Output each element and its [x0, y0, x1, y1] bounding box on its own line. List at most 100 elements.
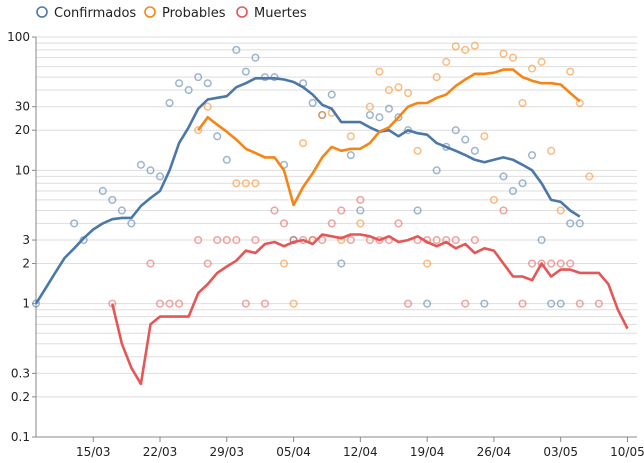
data-point-muertes: [470, 236, 479, 245]
x-tick-label: 03/05: [543, 445, 578, 459]
legend-item-muertes[interactable]: Muertes: [236, 6, 307, 21]
data-point-probables: [203, 102, 212, 111]
legend-label-confirmados: Confirmados: [54, 6, 136, 21]
data-point-confirmados: [480, 299, 489, 308]
data-point-muertes: [346, 236, 355, 245]
data-point-confirmados: [213, 132, 222, 141]
data-point-muertes: [222, 236, 231, 245]
series-layer: [31, 41, 629, 386]
data-point-confirmados: [451, 126, 460, 135]
data-point-muertes: [203, 259, 212, 268]
data-point-confirmados: [499, 172, 508, 181]
data-point-confirmados: [108, 195, 117, 204]
legend-marker-probables: [144, 6, 156, 18]
data-point-probables: [585, 172, 594, 181]
data-point-confirmados: [432, 166, 441, 175]
x-tick-label: 05/04: [276, 445, 311, 459]
data-point-muertes: [241, 299, 250, 308]
data-point-probables: [451, 42, 460, 51]
data-point-muertes: [556, 259, 565, 268]
trend-line-muertes: [111, 233, 629, 386]
data-point-confirmados: [547, 299, 556, 308]
data-point-confirmados: [337, 259, 346, 268]
data-point-probables: [432, 73, 441, 82]
data-point-confirmados: [146, 166, 155, 175]
legend-label-probables: Probables: [162, 6, 226, 21]
data-point-muertes: [575, 299, 584, 308]
data-point-muertes: [518, 299, 527, 308]
series-muertes: [108, 195, 603, 308]
data-point-confirmados: [365, 110, 374, 120]
data-point-probables: [232, 179, 241, 188]
data-point-muertes: [356, 195, 365, 204]
data-point-confirmados: [537, 236, 546, 245]
data-point-confirmados: [194, 73, 203, 82]
data-point-confirmados: [413, 206, 422, 215]
data-point-confirmados: [423, 299, 432, 308]
data-point-muertes: [547, 259, 556, 268]
x-tick-label: 12/04: [343, 445, 378, 459]
data-point-confirmados: [203, 79, 212, 88]
legend: Confirmados Probables Muertes: [36, 6, 307, 21]
legend-item-probables[interactable]: Probables: [144, 6, 226, 21]
data-point-probables: [241, 179, 250, 188]
data-point-probables: [337, 236, 346, 245]
data-point-confirmados: [136, 160, 145, 169]
y-tick-label: 100: [7, 30, 30, 44]
data-point-muertes: [499, 206, 508, 215]
data-point-probables: [461, 45, 470, 54]
data-point-probables: [528, 64, 537, 73]
data-point-confirmados: [461, 135, 470, 144]
data-point-muertes: [327, 219, 336, 228]
data-point-probables: [556, 206, 565, 215]
legend-marker-confirmados: [36, 6, 48, 18]
legend-label-muertes: Muertes: [254, 6, 307, 21]
series-confirmados: [31, 45, 584, 308]
data-point-probables: [499, 49, 508, 58]
data-point-probables: [442, 57, 451, 66]
trend-line-confirmados: [34, 77, 581, 305]
data-point-probables: [299, 139, 308, 148]
data-point-confirmados: [222, 155, 231, 164]
data-point-confirmados: [356, 206, 365, 215]
data-point-confirmados: [98, 186, 107, 196]
y-tick-label: 0.1: [11, 430, 30, 444]
y-tick-label: 1: [22, 297, 30, 311]
data-point-probables: [566, 67, 575, 76]
data-point-muertes: [537, 259, 546, 268]
data-point-confirmados: [165, 98, 174, 108]
data-point-confirmados: [470, 146, 479, 155]
data-point-muertes: [251, 236, 260, 245]
data-point-probables: [251, 179, 260, 188]
data-point-muertes: [403, 299, 413, 308]
x-tick-label: 15/03: [76, 445, 111, 459]
data-point-probables: [365, 102, 374, 111]
data-point-confirmados: [175, 79, 184, 88]
data-point-probables: [423, 259, 432, 268]
data-point-confirmados: [556, 299, 565, 308]
data-point-muertes: [594, 299, 603, 308]
data-point-muertes: [566, 259, 575, 268]
data-point-confirmados: [327, 90, 336, 99]
data-point-muertes: [270, 206, 279, 215]
data-point-probables: [547, 146, 556, 155]
data-point-confirmados: [70, 219, 79, 228]
axes: 0.1 0.2 0.3 1 2 3 10 20 30 100 15/03 22/03 29/03 05/0…: [7, 30, 644, 459]
data-point-probables: [489, 195, 498, 204]
data-point-probables: [375, 67, 384, 76]
data-point-confirmados: [155, 172, 165, 181]
data-point-probables: [384, 86, 394, 95]
data-point-muertes: [213, 236, 222, 245]
data-point-confirmados: [251, 53, 260, 62]
y-tick-label: 2: [22, 257, 30, 271]
data-point-confirmados: [31, 299, 41, 308]
data-point-confirmados: [241, 67, 250, 76]
y-tick-label: 0.3: [11, 366, 30, 380]
data-point-muertes: [165, 299, 174, 308]
data-point-confirmados: [308, 98, 317, 108]
data-point-muertes: [232, 236, 241, 245]
x-tick-label: 10/05: [610, 445, 644, 459]
data-point-muertes: [528, 259, 537, 268]
legend-item-confirmados[interactable]: Confirmados: [36, 6, 136, 21]
